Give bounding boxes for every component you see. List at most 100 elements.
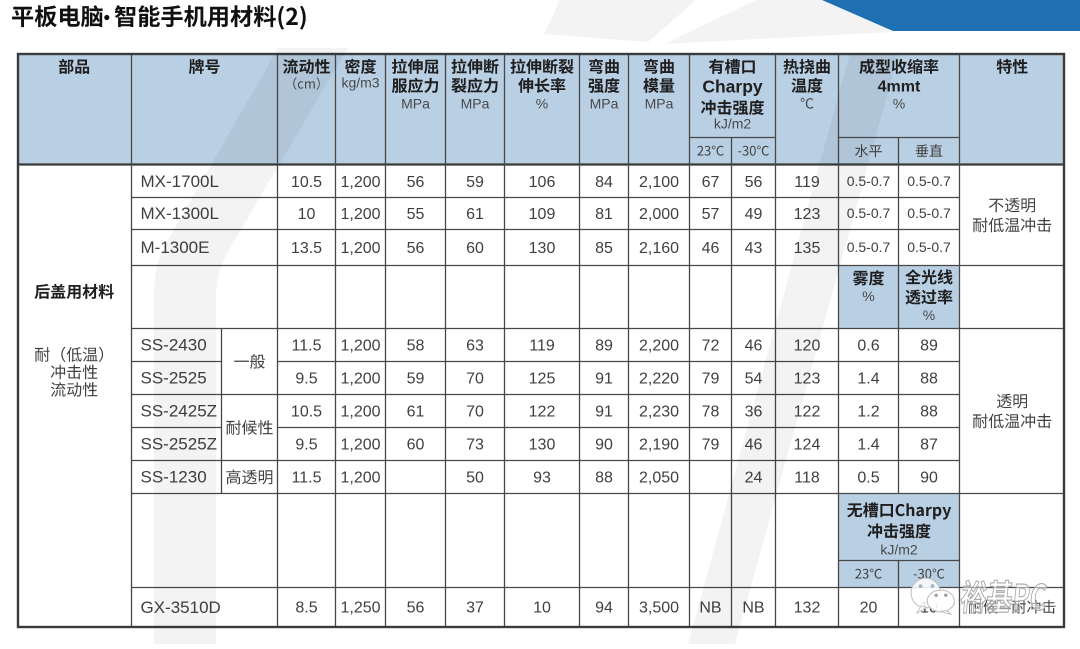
svg-text:49: 49 <box>745 206 763 223</box>
svg-text:0.6: 0.6 <box>857 337 879 354</box>
svg-text:130: 130 <box>529 436 556 453</box>
svg-text:135: 135 <box>794 240 821 257</box>
svg-text:M-1300E: M-1300E <box>141 238 210 257</box>
svg-text:SS-2425Z: SS-2425Z <box>141 402 218 421</box>
svg-text:10: 10 <box>298 206 316 223</box>
svg-text:1,200: 1,200 <box>340 337 380 354</box>
svg-text:50: 50 <box>466 469 484 486</box>
svg-text:10.5: 10.5 <box>291 174 322 191</box>
svg-text:79: 79 <box>702 436 720 453</box>
svg-text:NB: NB <box>699 600 721 617</box>
svg-text:123: 123 <box>794 206 821 223</box>
svg-text:79: 79 <box>702 370 720 387</box>
svg-text:24: 24 <box>745 469 763 486</box>
svg-text:SS-1230: SS-1230 <box>141 468 207 487</box>
svg-text:46: 46 <box>702 240 720 257</box>
svg-text:88: 88 <box>920 403 938 420</box>
svg-text:0.5-0.7: 0.5-0.7 <box>907 205 951 221</box>
svg-text:85: 85 <box>595 240 613 257</box>
svg-text:109: 109 <box>529 206 556 223</box>
svg-text:10.5: 10.5 <box>291 403 322 420</box>
svg-text:kg/m3: kg/m3 <box>341 75 379 91</box>
svg-text:70: 70 <box>466 370 484 387</box>
svg-text:122: 122 <box>794 403 821 420</box>
svg-text:%: % <box>923 307 935 323</box>
svg-text:1,200: 1,200 <box>340 240 380 257</box>
svg-text:88: 88 <box>920 370 938 387</box>
svg-text:90: 90 <box>920 469 938 486</box>
svg-text:MPa: MPa <box>645 96 674 112</box>
svg-text:1,200: 1,200 <box>340 469 380 486</box>
svg-text:58: 58 <box>407 337 425 354</box>
svg-text:0.5-0.7: 0.5-0.7 <box>847 173 891 189</box>
svg-text:59: 59 <box>407 370 425 387</box>
svg-text:3,500: 3,500 <box>639 600 679 617</box>
svg-text:2,000: 2,000 <box>639 206 679 223</box>
svg-text:1,200: 1,200 <box>340 174 380 191</box>
svg-text:NB: NB <box>742 600 764 617</box>
svg-text:89: 89 <box>920 337 938 354</box>
svg-text:2,190: 2,190 <box>639 436 679 453</box>
svg-text:119: 119 <box>794 174 820 191</box>
svg-text:1,250: 1,250 <box>340 600 380 617</box>
svg-text:90: 90 <box>595 436 613 453</box>
svg-text:56: 56 <box>407 240 425 257</box>
svg-text:57: 57 <box>702 206 720 223</box>
svg-text:Charpy: Charpy <box>702 77 763 97</box>
svg-text:1,200: 1,200 <box>340 403 380 420</box>
svg-text:11.5: 11.5 <box>292 469 322 486</box>
svg-text:20: 20 <box>860 600 878 617</box>
svg-text:13.5: 13.5 <box>291 240 322 257</box>
svg-text:60: 60 <box>407 436 425 453</box>
svg-text:93: 93 <box>533 469 551 486</box>
svg-text:91: 91 <box>595 370 613 387</box>
svg-text:MX-1700L: MX-1700L <box>141 172 219 191</box>
svg-text:GX-3510D: GX-3510D <box>141 598 221 617</box>
svg-text:56: 56 <box>407 600 425 617</box>
svg-text:9.5: 9.5 <box>295 370 317 387</box>
svg-text:%: % <box>893 96 905 112</box>
svg-text:1.4: 1.4 <box>857 436 879 453</box>
svg-text:MX-1300L: MX-1300L <box>141 204 219 223</box>
svg-text:73: 73 <box>466 436 484 453</box>
svg-text:84: 84 <box>595 174 613 191</box>
svg-text:%: % <box>862 288 874 304</box>
svg-text:56: 56 <box>407 174 425 191</box>
svg-text:1,200: 1,200 <box>340 436 380 453</box>
svg-text:2,200: 2,200 <box>639 337 679 354</box>
svg-text:SS-2430: SS-2430 <box>141 336 207 355</box>
svg-text:11.5: 11.5 <box>292 337 322 354</box>
svg-text:56: 56 <box>745 174 763 191</box>
svg-text:125: 125 <box>529 370 556 387</box>
svg-text:55: 55 <box>407 206 425 223</box>
svg-text:106: 106 <box>529 174 556 191</box>
svg-text:37: 37 <box>466 600 484 617</box>
svg-text:46: 46 <box>745 436 763 453</box>
svg-text:2,220: 2,220 <box>639 370 679 387</box>
svg-text:122: 122 <box>529 403 556 420</box>
svg-text:70: 70 <box>466 403 484 420</box>
svg-text:36: 36 <box>745 403 763 420</box>
svg-text:2,100: 2,100 <box>639 174 679 191</box>
svg-text:0.5-0.7: 0.5-0.7 <box>847 205 891 221</box>
svg-text:1,200: 1,200 <box>340 370 380 387</box>
svg-text:0.5: 0.5 <box>857 469 879 486</box>
svg-text:MPa: MPa <box>461 96 490 112</box>
svg-text:2,050: 2,050 <box>639 469 679 486</box>
svg-text:124: 124 <box>794 436 821 453</box>
svg-text:123: 123 <box>794 370 821 387</box>
svg-text:0.5-0.7: 0.5-0.7 <box>907 239 951 255</box>
svg-text:4mmt: 4mmt <box>878 79 921 96</box>
svg-text:61: 61 <box>407 403 425 420</box>
svg-text:9.5: 9.5 <box>295 436 317 453</box>
svg-text:61: 61 <box>466 206 484 223</box>
svg-text:60: 60 <box>466 240 484 257</box>
svg-text:91: 91 <box>595 403 613 420</box>
svg-text:2,230: 2,230 <box>639 403 679 420</box>
svg-text:46: 46 <box>745 337 763 354</box>
svg-text:130: 130 <box>529 240 556 257</box>
svg-text:118: 118 <box>794 469 820 486</box>
svg-text:81: 81 <box>595 206 613 223</box>
svg-text:120: 120 <box>794 337 821 354</box>
svg-text:SS-2525: SS-2525 <box>141 369 207 388</box>
